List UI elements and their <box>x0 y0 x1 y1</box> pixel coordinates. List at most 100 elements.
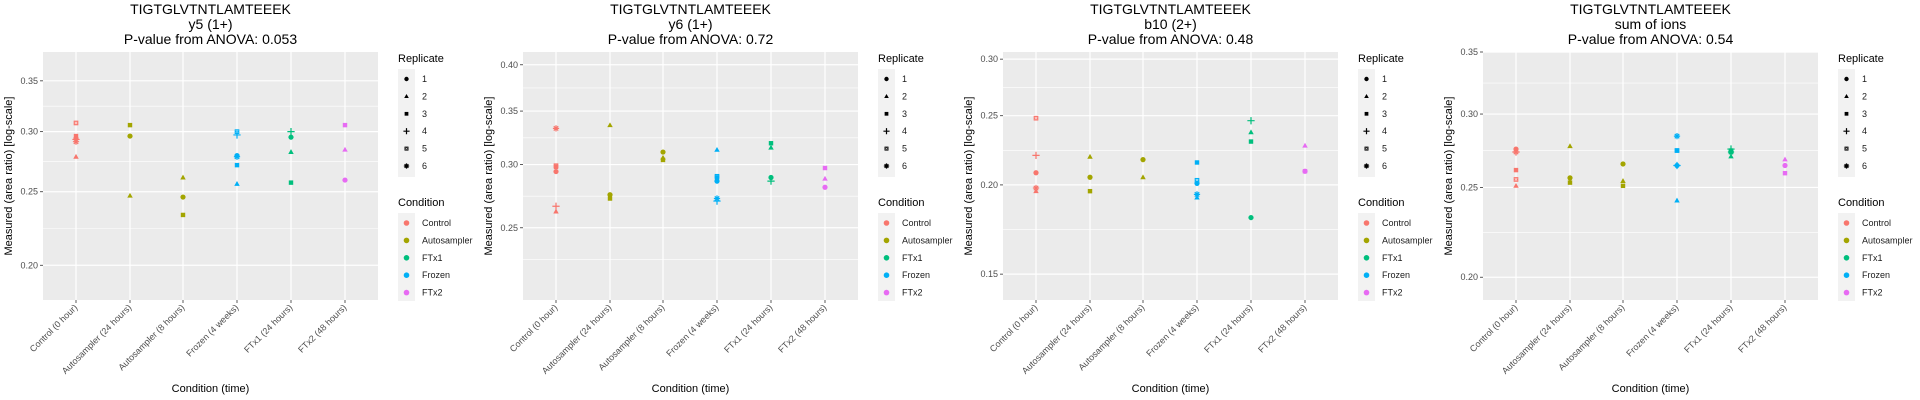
data-point <box>1620 161 1626 167</box>
data-point <box>1674 148 1680 153</box>
legend-label: Frozen <box>1382 270 1410 280</box>
legend-label: FTx2 <box>422 288 443 298</box>
data-point <box>1513 167 1519 173</box>
legend-key-background <box>1358 69 1375 177</box>
legend-key-background <box>398 69 415 177</box>
legend-color-swatch <box>1843 237 1850 244</box>
y-tick-label: 0.35 <box>20 76 38 86</box>
data-point <box>822 184 828 190</box>
legend-label: 4 <box>1862 126 1867 136</box>
data-point <box>714 178 720 184</box>
legend-title-replicate: Replicate <box>878 53 924 65</box>
data-point <box>768 141 774 146</box>
legend-label: 2 <box>1862 91 1867 101</box>
data-point <box>1782 156 1788 162</box>
data-point <box>127 133 133 139</box>
legend-shape-square-cross-cross <box>1365 147 1368 150</box>
legend-label: 6 <box>902 161 907 171</box>
x-tick-label: Control (0 hour) <box>1468 302 1520 354</box>
legend-label: 3 <box>1862 109 1867 119</box>
legend-color-swatch <box>1843 289 1850 296</box>
y-axis-label: Measured (area ratio) [log-scale] <box>483 97 495 256</box>
legend-label: FTx2 <box>1382 288 1403 298</box>
legend-color-swatch <box>403 254 410 261</box>
legend-color-swatch <box>883 220 890 226</box>
legend-color-swatch <box>883 237 890 244</box>
legend-label: FTx2 <box>1862 288 1883 298</box>
x-tick-label: Control (0 hour) <box>988 302 1040 354</box>
data-point <box>180 174 186 180</box>
chart-title-line-3: P-value from ANOVA: 0.72 <box>608 31 774 47</box>
data-point <box>1302 169 1308 174</box>
y-tick-label: 0.30 <box>1460 109 1478 119</box>
legend-label: 1 <box>422 74 427 84</box>
data-point <box>73 153 79 159</box>
data-point <box>233 131 241 139</box>
legend-color-swatch <box>403 289 410 296</box>
legend-color-swatch <box>403 220 410 226</box>
legend-key-background <box>1838 69 1855 177</box>
data-point <box>714 146 720 152</box>
legend-label: Frozen <box>902 270 930 280</box>
y-tick-label: 0.25 <box>20 187 38 197</box>
legend-title-condition: Condition <box>1358 197 1404 209</box>
legend-label: 4 <box>1382 126 1387 136</box>
x-tick-label: FTx1 (24 hours) <box>1682 302 1734 354</box>
data-point <box>1247 117 1255 125</box>
legend-shape-square <box>404 111 409 116</box>
y-tick-label: 0.35 <box>500 106 518 116</box>
legend-label: 3 <box>1382 109 1387 119</box>
legend-label: Autosampler <box>422 235 473 245</box>
chart-title-line-2: y6 (1+) <box>669 16 713 32</box>
data-point <box>1032 151 1040 159</box>
data-point <box>822 175 828 181</box>
data-point <box>1620 183 1626 189</box>
legend-title-replicate: Replicate <box>1838 53 1884 65</box>
x-tick-label: Frozen (4 weeks) <box>1624 302 1680 358</box>
data-point <box>342 177 348 183</box>
data-point <box>127 122 133 128</box>
data-point <box>607 196 613 201</box>
legend-color-swatch <box>1363 272 1370 279</box>
data-point <box>1620 178 1626 183</box>
plot-background <box>1003 52 1338 300</box>
y-tick-label: 0.40 <box>500 60 518 70</box>
data-point <box>234 162 240 168</box>
legend-label: FTx2 <box>902 288 923 298</box>
data-point <box>822 165 828 171</box>
legend-shape-triangle <box>1844 93 1849 99</box>
legend-shape-plus <box>1363 128 1370 135</box>
data-point <box>1140 157 1146 163</box>
y-axis-label: Measured (area ratio) [log-scale] <box>963 97 975 256</box>
legend-shape-triangle <box>1364 93 1369 99</box>
data-point <box>1674 162 1680 169</box>
legend-shape-square-cross-cross <box>885 147 888 150</box>
legend-shape-triangle <box>884 93 889 99</box>
data-point <box>127 192 133 198</box>
data-point <box>1302 142 1308 148</box>
data-point <box>233 153 241 160</box>
x-tick-label: Frozen (4 weeks) <box>184 302 240 358</box>
x-axis-label: Condition (time) <box>652 383 730 395</box>
legend-label: FTx1 <box>1862 253 1883 263</box>
legend-color-swatch <box>1843 220 1850 226</box>
legend-label: 5 <box>1862 144 1867 154</box>
data-point <box>342 122 348 128</box>
legend-label: Autosampler <box>902 235 953 245</box>
data-point-cross <box>1514 177 1518 181</box>
legend-label: Autosampler <box>1382 235 1433 245</box>
legend-title-replicate: Replicate <box>1358 53 1404 65</box>
legend-title-condition: Condition <box>878 197 924 209</box>
legend-shape-asterisk <box>1363 163 1370 169</box>
y-tick-label: 0.30 <box>980 54 998 64</box>
legend-shape-square <box>884 111 889 116</box>
data-point <box>288 149 294 154</box>
legend-color-swatch <box>403 237 410 244</box>
data-point <box>234 181 240 186</box>
data-point <box>1087 153 1093 159</box>
data-point <box>72 138 80 145</box>
chart-title-line-3: P-value from ANOVA: 0.48 <box>1088 31 1254 47</box>
data-point <box>287 128 295 136</box>
data-point <box>714 175 720 180</box>
